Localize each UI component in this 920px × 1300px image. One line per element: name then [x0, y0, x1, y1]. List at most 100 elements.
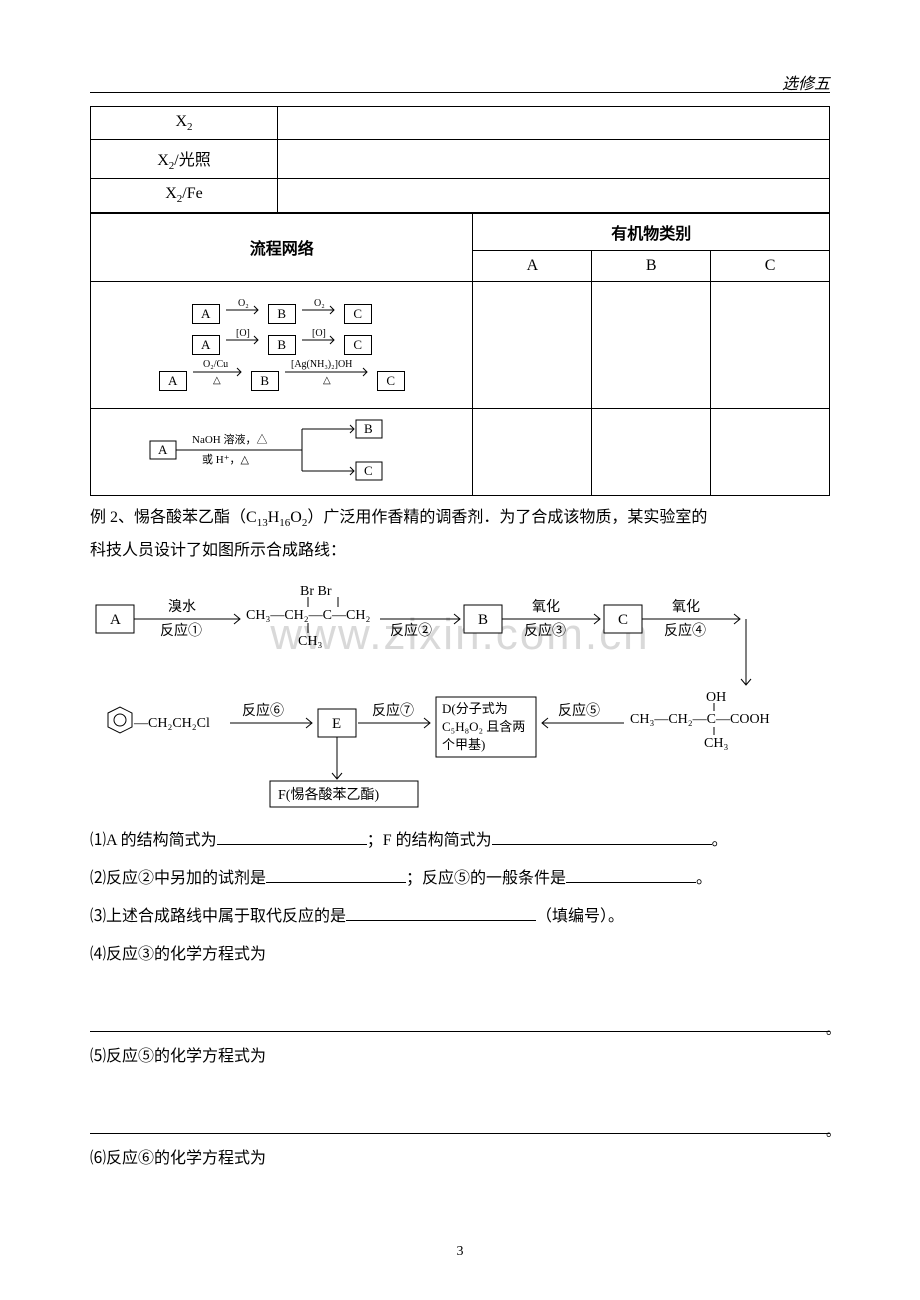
- flow-branch-diagram: A NaOH 溶液，△ 或 H⁺，△ B C: [132, 417, 432, 481]
- cell-label: X2: [91, 107, 278, 140]
- svg-text:反应①: 反应①: [160, 622, 202, 639]
- svg-text:O₂: O₂: [314, 298, 325, 309]
- svg-text:反应⑦: 反应⑦: [372, 702, 414, 719]
- svg-text:氧化: 氧化: [672, 599, 700, 615]
- period: 。: [826, 1019, 840, 1039]
- arrow-icon: [O]: [224, 328, 264, 348]
- q3-post: （填编号）。: [536, 908, 624, 925]
- svg-text:C: C: [364, 463, 373, 478]
- svg-text:Br Br: Br Br: [300, 584, 332, 599]
- arrow-icon: O₂: [224, 298, 264, 318]
- svg-text:C: C: [618, 612, 628, 628]
- cell-empty: [711, 281, 830, 408]
- header-category: 有机物类别: [473, 213, 830, 250]
- cell-empty: [711, 408, 830, 495]
- node-a: A: [192, 335, 220, 355]
- node-c: C: [344, 304, 372, 324]
- benzene-icon: [108, 707, 132, 733]
- svg-text:OH: OH: [706, 690, 726, 705]
- svg-text:△: △: [213, 375, 221, 385]
- svg-text:NaOH 溶液，△: NaOH 溶液，△: [192, 432, 267, 446]
- header-rule: [90, 92, 830, 93]
- cell-empty: [473, 408, 592, 495]
- example-text: 例 2、惕各酸苯乙酯（C13H16O2）广泛用作香精的调香剂．为了合成该物质，某…: [90, 504, 830, 565]
- svg-text:氧化: 氧化: [532, 599, 560, 615]
- svg-text:E: E: [332, 716, 341, 732]
- arrow-icon: [O]: [300, 328, 340, 348]
- q1-pre: ⑴A 的结构简式为: [90, 832, 217, 849]
- svg-text:反应③: 反应③: [524, 622, 566, 639]
- table-row: X2: [91, 107, 830, 140]
- svg-text:反应②: 反应②: [390, 622, 432, 639]
- cell-empty: [278, 140, 830, 179]
- table-row: X2/光照: [91, 140, 830, 179]
- svg-text:CH₃—CH₂—C—COOH: CH₃—CH₂—C—COOH: [630, 712, 770, 727]
- svg-text:△: △: [323, 375, 331, 385]
- cell-label: X2/光照: [91, 140, 278, 179]
- node-a: A: [159, 371, 187, 391]
- svg-text:反应④: 反应④: [664, 622, 706, 639]
- blank: [346, 904, 536, 921]
- page-number: 3: [0, 1244, 920, 1260]
- svg-text:O₂: O₂: [238, 298, 249, 309]
- table-row: 流程网络 有机物类别: [91, 213, 830, 250]
- q4-text: ⑷反应③的化学方程式为: [90, 946, 266, 963]
- cell-empty: [592, 281, 711, 408]
- cell-empty: [473, 281, 592, 408]
- svg-text:A: A: [110, 612, 121, 628]
- svg-text:D(分子式为: D(分子式为: [442, 701, 508, 716]
- node-b: B: [268, 304, 296, 324]
- arrow-icon: O₂: [300, 298, 340, 318]
- blank: [566, 866, 696, 883]
- node-c: C: [344, 335, 372, 355]
- question-5: ⑸反应⑤的化学方程式为: [90, 1040, 830, 1074]
- question-2: ⑵反应②中另加的试剂是；反应⑤的一般条件是。: [90, 862, 830, 896]
- svg-text:[O]: [O]: [312, 328, 326, 339]
- flow-cell-1: A O₂ B O₂ C A [O] B [O] C A: [91, 281, 473, 408]
- blank: [492, 828, 712, 845]
- svg-text:A: A: [158, 442, 168, 457]
- answer-rule: 。: [90, 1132, 830, 1134]
- svg-text:[O]: [O]: [236, 328, 250, 339]
- question-3: ⑶上述合成路线中属于取代反应的是（填编号）。: [90, 900, 830, 934]
- svg-text:[Ag(NH₃)₂]OH: [Ag(NH₃)₂]OH: [291, 359, 352, 370]
- node-b: B: [268, 335, 296, 355]
- svg-text:反应⑤: 反应⑤: [558, 702, 600, 719]
- svg-text:B: B: [364, 421, 373, 436]
- node-a: A: [192, 304, 220, 324]
- arrow-icon: O₂/Cu△: [191, 359, 247, 385]
- label-x2: X2: [175, 113, 192, 130]
- subheader-c: C: [711, 250, 830, 281]
- node-b: B: [251, 371, 279, 391]
- svg-text:B: B: [478, 612, 488, 628]
- svg-text:或 H⁺，△: 或 H⁺，△: [202, 453, 249, 466]
- q6-text: ⑹反应⑥的化学方程式为: [90, 1150, 266, 1167]
- q5-text: ⑸反应⑤的化学方程式为: [90, 1048, 266, 1065]
- svg-text:溴水: 溴水: [168, 599, 196, 615]
- period: 。: [826, 1121, 840, 1141]
- synthesis-diagram: A 溴水 反应① Br Br CH₃—CH₂—C—CH₂ CH₃ 反应②: [90, 575, 830, 820]
- cell-empty: [278, 107, 830, 140]
- table-row: X2/Fe: [91, 179, 830, 212]
- period: 。: [712, 832, 728, 849]
- header-flow: 流程网络: [91, 213, 473, 281]
- flow-cell-2: A NaOH 溶液，△ 或 H⁺，△ B C: [91, 408, 473, 495]
- question-1: ⑴A 的结构简式为；F 的结构简式为。: [90, 824, 830, 858]
- period: 。: [696, 870, 712, 887]
- q2-mid: ；反应⑤的一般条件是: [406, 870, 566, 887]
- svg-text:个甲基): 个甲基): [442, 737, 485, 752]
- label-x2-light: X2/光照: [157, 152, 211, 169]
- svg-text:CH₃: CH₃: [704, 736, 728, 751]
- table-flow-network: 流程网络 有机物类别 A B C A O₂ B O₂ C: [90, 213, 830, 496]
- subheader-b: B: [592, 250, 711, 281]
- cell-label: X2/Fe: [91, 179, 278, 212]
- blank: [266, 866, 406, 883]
- cell-empty: [592, 408, 711, 495]
- label-x2-fe: X2/Fe: [165, 185, 203, 202]
- example-line1: 惕各酸苯乙酯（C13H16O2）广泛用作香精的调香剂．为了合成该物质，某实验室的: [134, 509, 707, 526]
- svg-text:—CH₂CH₂Cl: —CH₂CH₂Cl: [133, 716, 210, 731]
- arrow-icon: [Ag(NH₃)₂]OH △: [283, 359, 373, 385]
- svg-text:C₅H₈O₂ 且含两: C₅H₈O₂ 且含两: [442, 719, 525, 734]
- header-subject: 选修五: [782, 70, 830, 94]
- question-4: ⑷反应③的化学方程式为: [90, 938, 830, 972]
